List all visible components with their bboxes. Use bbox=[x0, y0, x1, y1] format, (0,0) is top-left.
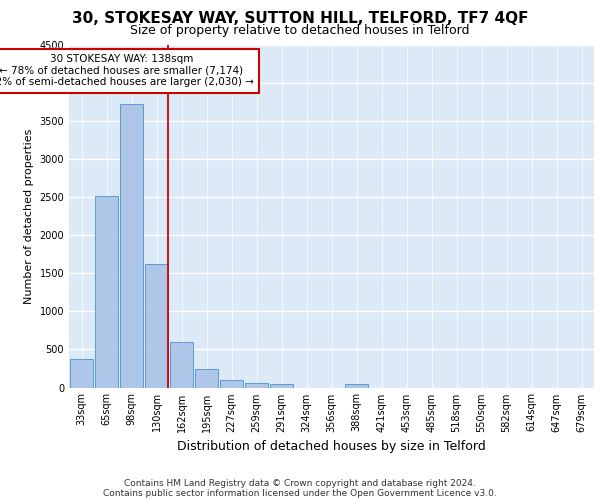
Bar bbox=[220, 380, 243, 388]
Bar bbox=[345, 384, 368, 388]
Text: 30 STOKESAY WAY: 138sqm
← 78% of detached houses are smaller (7,174)
22% of semi: 30 STOKESAY WAY: 138sqm ← 78% of detache… bbox=[0, 54, 254, 88]
Text: 30, STOKESAY WAY, SUTTON HILL, TELFORD, TF7 4QF: 30, STOKESAY WAY, SUTTON HILL, TELFORD, … bbox=[72, 11, 528, 26]
Bar bbox=[170, 342, 193, 388]
X-axis label: Distribution of detached houses by size in Telford: Distribution of detached houses by size … bbox=[177, 440, 486, 453]
Bar bbox=[245, 383, 268, 388]
Bar bbox=[270, 384, 293, 388]
Bar bbox=[120, 104, 143, 388]
Text: Contains HM Land Registry data © Crown copyright and database right 2024.: Contains HM Land Registry data © Crown c… bbox=[124, 478, 476, 488]
Text: Size of property relative to detached houses in Telford: Size of property relative to detached ho… bbox=[130, 24, 470, 37]
Text: Contains public sector information licensed under the Open Government Licence v3: Contains public sector information licen… bbox=[103, 488, 497, 498]
Bar bbox=[70, 358, 93, 388]
Bar bbox=[95, 196, 118, 388]
Bar bbox=[195, 369, 218, 388]
Bar bbox=[145, 264, 168, 388]
Y-axis label: Number of detached properties: Number of detached properties bbox=[24, 128, 34, 304]
